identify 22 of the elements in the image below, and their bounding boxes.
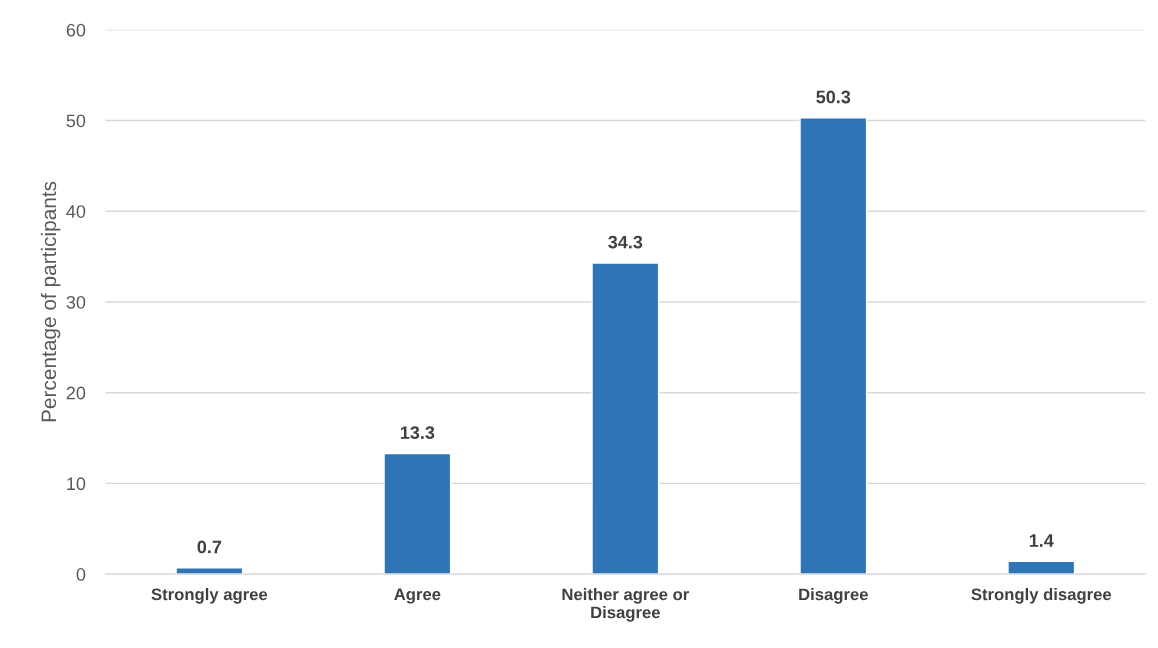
data-label: 13.3	[400, 426, 435, 440]
y-tick-label: 0	[76, 568, 86, 581]
y-tick-label: 60	[66, 23, 86, 37]
y-axis-title: Percentage of participants	[40, 181, 61, 422]
y-tick-label: 40	[66, 205, 86, 218]
bar	[799, 117, 868, 575]
x-tick-label: Agree	[394, 588, 441, 604]
data-label: 1.4	[1029, 534, 1054, 547]
bar	[591, 262, 660, 575]
y-tick-label: 30	[66, 295, 86, 309]
y-tick-label: 20	[66, 386, 86, 400]
y-tick-label: 50	[66, 114, 86, 128]
bar	[383, 452, 452, 575]
data-label: 0.7	[197, 540, 222, 554]
data-label: 50.3	[816, 90, 851, 104]
x-tick-label: Strongly agree	[151, 588, 268, 604]
data-label: 34.3	[608, 235, 643, 249]
bar	[1007, 560, 1076, 575]
x-tick-label: Disagree	[799, 588, 868, 604]
y-tick-label: 10	[67, 477, 86, 491]
x-tick-label: Neither agree or Disagree	[562, 588, 689, 622]
x-tick-label: Strongly disagree	[971, 588, 1112, 604]
